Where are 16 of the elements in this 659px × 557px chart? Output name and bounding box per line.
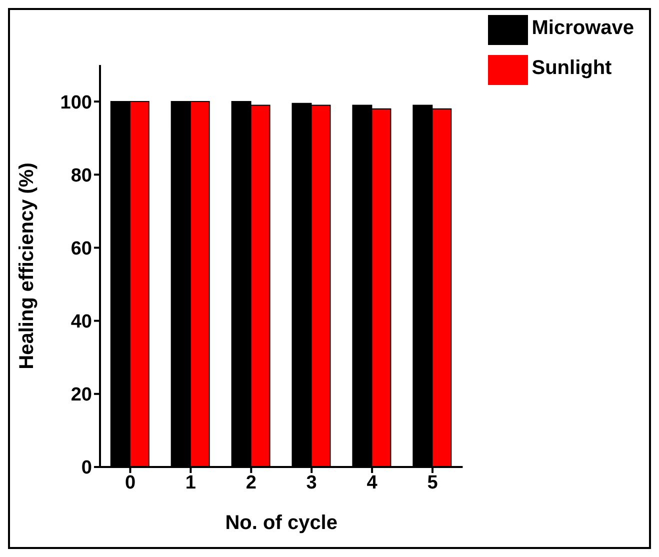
x-tick-label: 2 bbox=[246, 472, 256, 494]
x-axis-title: No. of cycle bbox=[225, 512, 338, 534]
y-axis-title: Healing efficiency (%) bbox=[16, 162, 38, 370]
x-tick-label: 1 bbox=[185, 472, 196, 494]
y-tick-label: 80 bbox=[70, 165, 92, 186]
x-tick-label: 4 bbox=[366, 472, 378, 494]
y-tick-label: 40 bbox=[70, 312, 92, 333]
x-tick-label: 3 bbox=[306, 472, 317, 494]
y-tick-label: 100 bbox=[60, 92, 92, 114]
y-tick-label: 60 bbox=[70, 238, 92, 260]
y-tick-label: 20 bbox=[70, 384, 92, 406]
y-tick-label: 0 bbox=[81, 458, 92, 479]
legend-label: Sunlight bbox=[532, 56, 612, 79]
x-tick-label: 0 bbox=[124, 472, 136, 494]
x-tick-label: 5 bbox=[427, 472, 438, 494]
legend-label: Microwave bbox=[532, 16, 634, 39]
